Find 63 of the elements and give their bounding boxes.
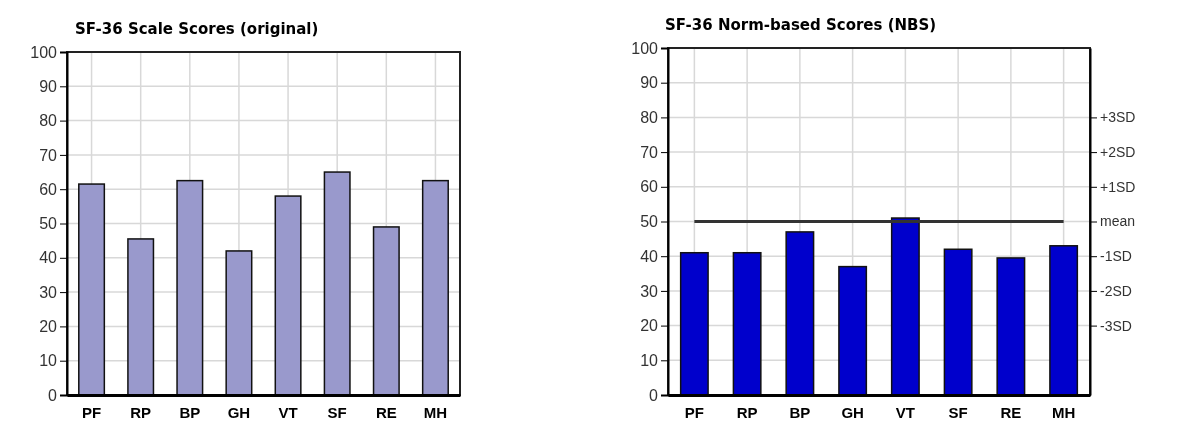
bar <box>890 217 920 396</box>
chart-title: SF-36 Scale Scores (original) <box>75 20 319 38</box>
y-tick-label: 60 <box>39 180 58 198</box>
y-tick-label: 20 <box>640 317 659 335</box>
y-tick-label: 60 <box>640 178 659 196</box>
bar <box>1049 245 1079 396</box>
y-tick-label: 40 <box>39 249 58 267</box>
y2-tick-label: -2SD <box>1100 282 1132 299</box>
x-tick-label: VT <box>895 403 915 421</box>
y-tick-label: 10 <box>640 351 659 369</box>
bar <box>225 250 253 396</box>
x-tick-label: RP <box>736 403 758 421</box>
bar <box>127 238 155 396</box>
x-tick-label: GH <box>227 403 251 421</box>
y2-tick-label: -1SD <box>1100 248 1132 265</box>
bar <box>176 179 204 396</box>
bar <box>274 195 302 396</box>
bar <box>372 226 400 396</box>
y2-tick-label: mean <box>1100 213 1136 230</box>
y-tick-label: 70 <box>640 143 659 161</box>
y-tick-label: 0 <box>48 386 58 404</box>
y-tick-label: 50 <box>640 213 659 231</box>
y-tick-label: 0 <box>649 386 659 404</box>
x-tick-label: PF <box>81 403 102 421</box>
y-tick-label: 90 <box>39 77 58 95</box>
y-tick-label: 30 <box>640 282 659 300</box>
y-tick-label: 50 <box>39 215 58 233</box>
y-tick-label: 40 <box>640 247 659 265</box>
x-tick-label: MH <box>1051 403 1076 421</box>
y-tick-label: 10 <box>39 352 58 370</box>
y2-tick-label: +3SD <box>1100 109 1136 126</box>
y2-tick-label: -3SD <box>1100 317 1132 334</box>
x-tick-label: PF <box>684 403 704 421</box>
bar <box>996 257 1026 396</box>
x-tick-label: BP <box>179 403 201 421</box>
y-tick-label: 20 <box>39 318 58 336</box>
y-tick-label: 70 <box>39 146 58 164</box>
chart-title: SF-36 Norm-based Scores (NBS) <box>665 16 937 34</box>
y-tick-label: 90 <box>640 74 659 92</box>
x-tick-label: RP <box>130 403 152 421</box>
x-tick-label: BP <box>789 403 811 421</box>
y-tick-label: 80 <box>640 109 659 127</box>
x-tick-label: GH <box>841 403 864 421</box>
bar <box>943 248 973 396</box>
x-tick-label: SF <box>948 403 968 421</box>
bar <box>838 265 868 396</box>
y-tick-label: 100 <box>631 39 659 57</box>
x-tick-label: RE <box>1000 403 1022 421</box>
bar <box>323 171 351 396</box>
bar <box>785 231 815 396</box>
y2-tick-label: +2SD <box>1100 144 1136 161</box>
x-tick-label: SF <box>327 403 347 421</box>
y-tick-label: 80 <box>39 112 58 130</box>
y-tick-label: 30 <box>39 283 58 301</box>
y2-tick-label: +1SD <box>1100 178 1136 195</box>
x-tick-label: RE <box>375 403 397 421</box>
x-tick-label: VT <box>278 403 298 421</box>
bar <box>421 179 449 396</box>
bar <box>78 183 106 396</box>
bar <box>679 251 709 396</box>
bar <box>732 251 762 396</box>
x-tick-label: MH <box>423 403 448 421</box>
y-tick-label: 100 <box>30 43 58 61</box>
